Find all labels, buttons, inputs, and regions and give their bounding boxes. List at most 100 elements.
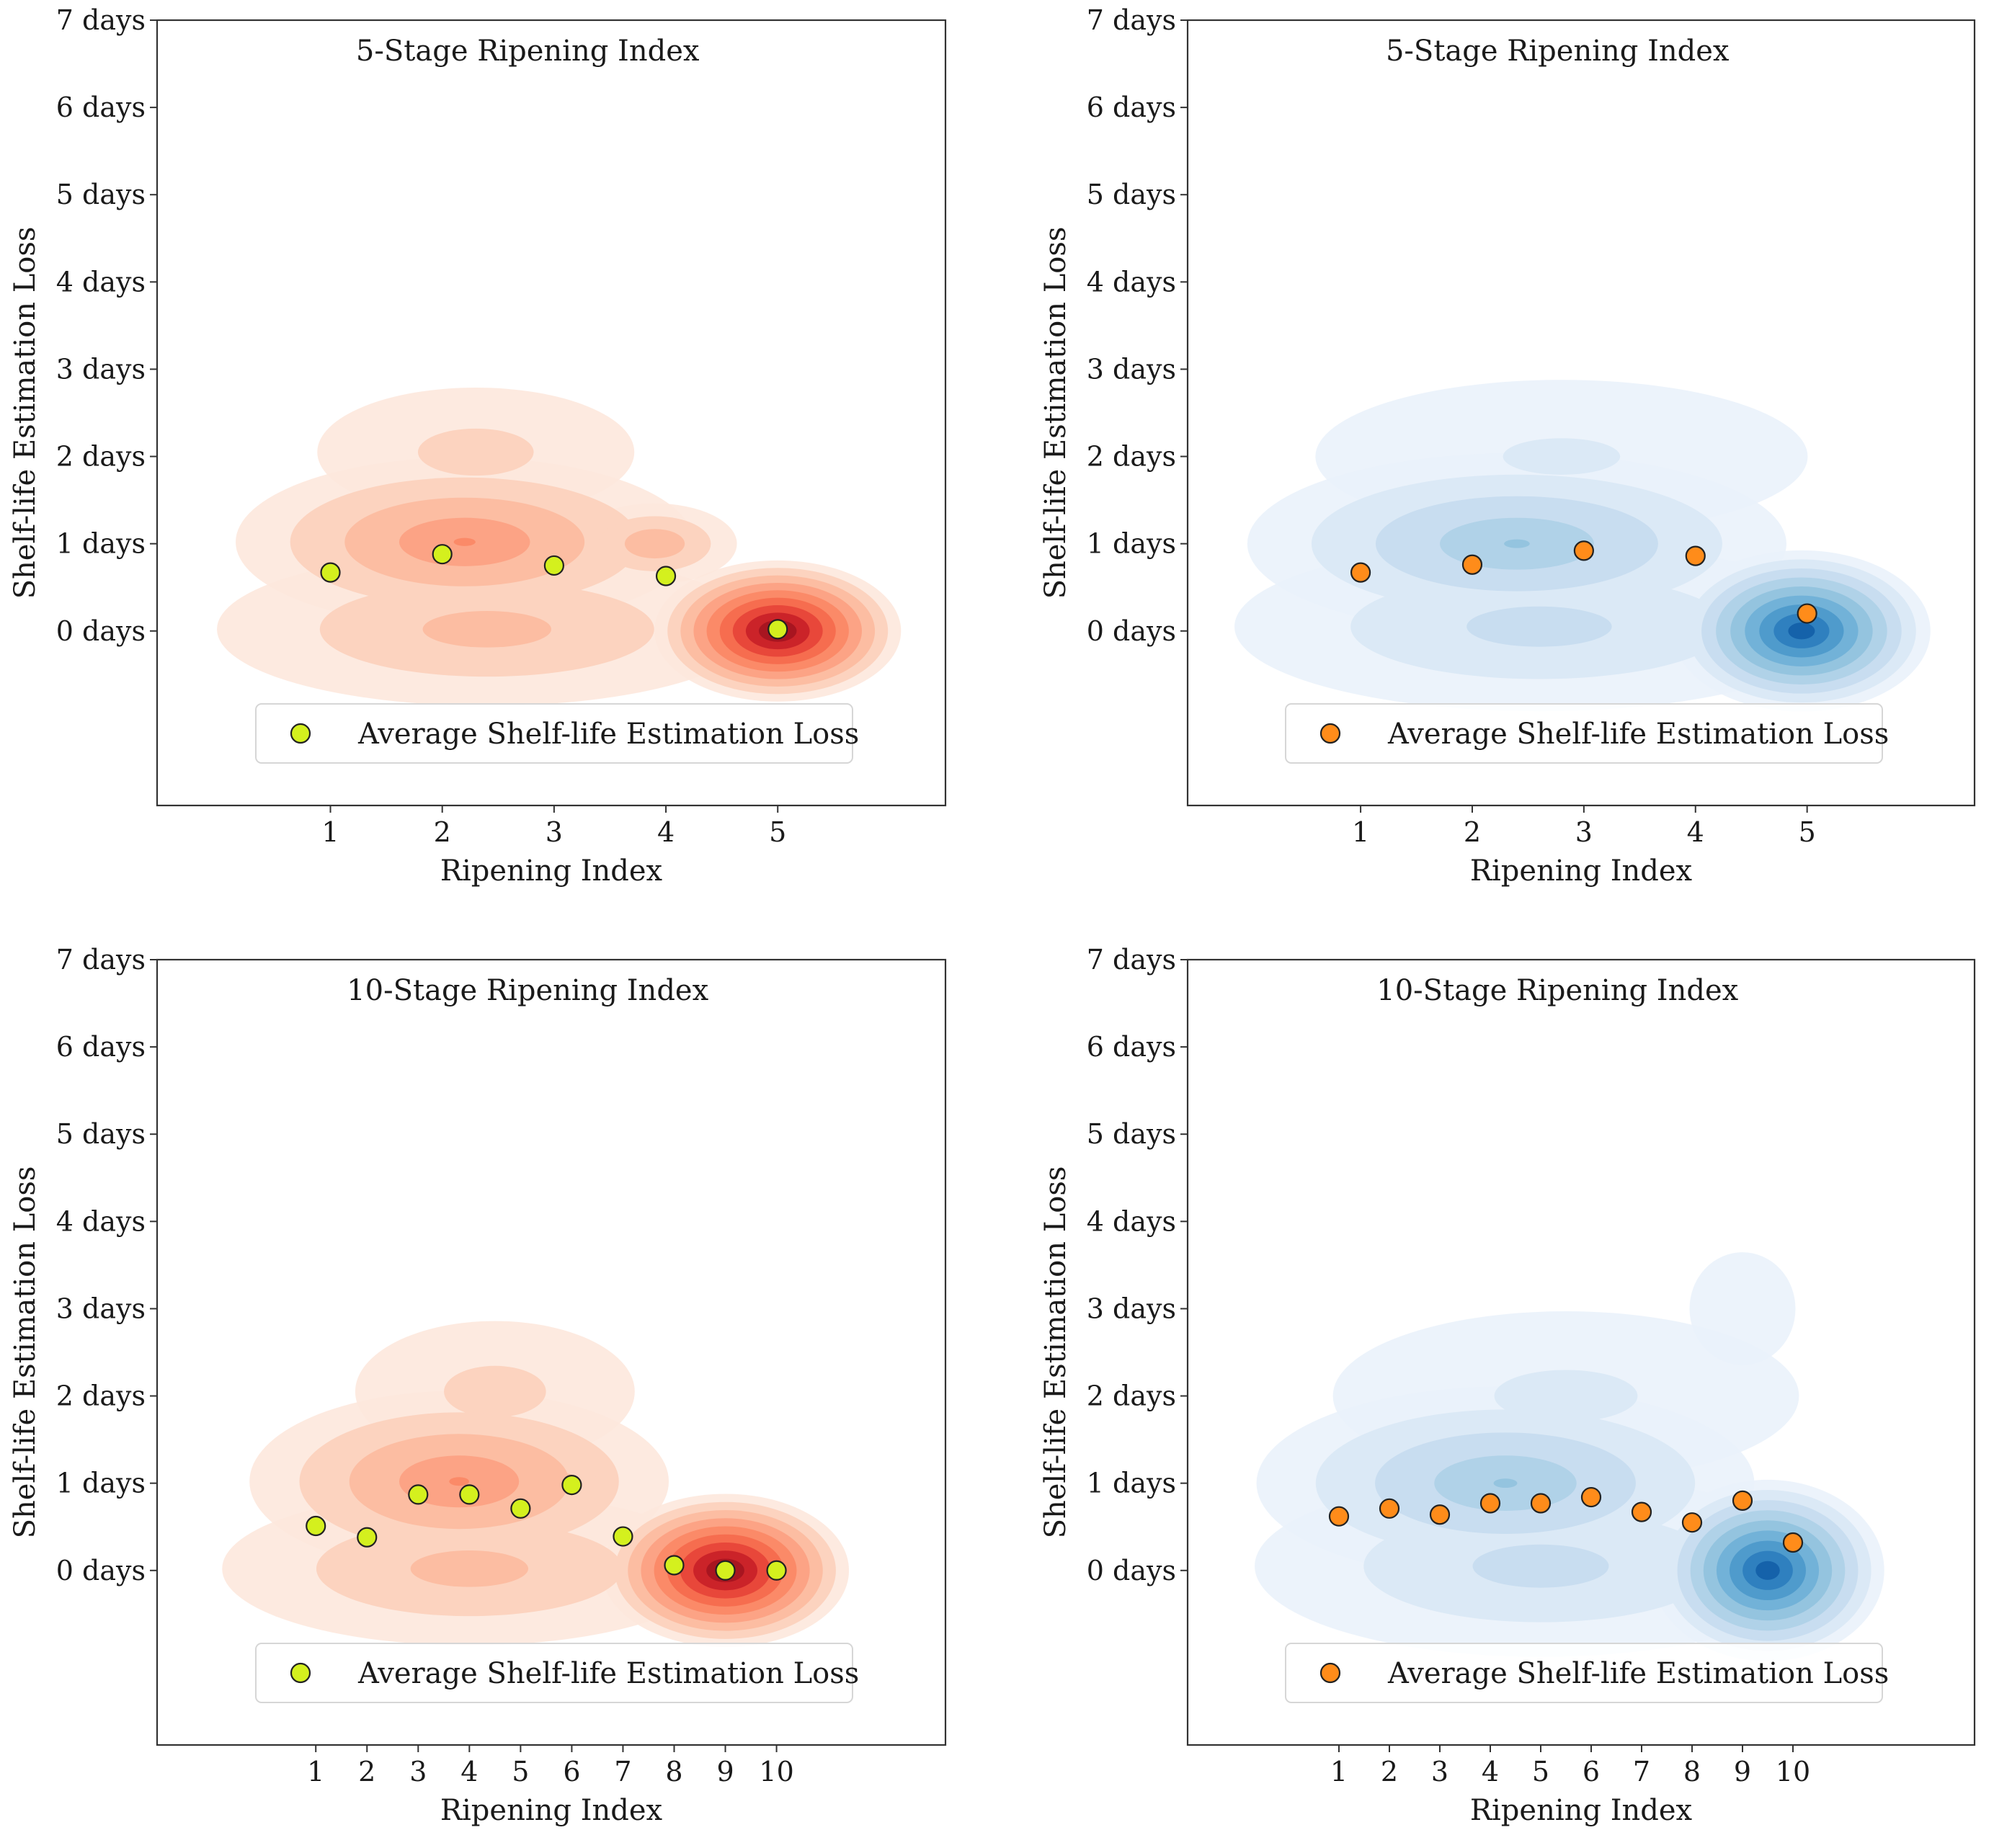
y-tick-label: 2 days — [56, 1380, 146, 1412]
x-tick-label: 1 — [1330, 1756, 1348, 1787]
y-tick-label: 6 days — [56, 91, 146, 123]
x-tick-label: 6 — [1583, 1756, 1600, 1787]
x-tick-label: 5 — [769, 816, 786, 848]
x-tick-label: 8 — [665, 1756, 682, 1787]
y-tick-label: 7 days — [1087, 944, 1176, 976]
data-point — [1631, 1501, 1652, 1522]
density-level-2-blob-2 — [624, 529, 685, 559]
y-tick-label: 3 days — [1087, 353, 1176, 385]
plot-frame — [1186, 19, 1976, 807]
density-level-8-blob-4 — [1788, 622, 1815, 640]
data-point — [715, 1560, 736, 1581]
y-axis: 0 days 1 days 2 days 3 days 4 days 5 days 6 da… — [1087, 4, 1188, 647]
x-tick-label: 10 — [759, 1756, 793, 1787]
data-point — [664, 1555, 685, 1576]
y-tick-label: 6 days — [56, 1031, 146, 1063]
legend-box — [255, 1643, 853, 1703]
legend-label: Average Shelf-life Estimation Loss — [1387, 718, 1889, 751]
data-point — [561, 1474, 582, 1496]
x-tick-label: 1 — [307, 1756, 324, 1787]
data-point — [1685, 545, 1706, 566]
y-tick-label: 4 days — [56, 1205, 146, 1237]
y-tick-label: 2 days — [1087, 1380, 1176, 1412]
panel-title: 5-Stage Ripening Index — [356, 35, 700, 68]
legend-marker — [1319, 723, 1341, 744]
data-point — [320, 562, 341, 583]
density-level-4-blob-1 — [1504, 539, 1530, 548]
y-tick-label: 7 days — [1087, 4, 1176, 36]
density-level-4-blob-2 — [1493, 1478, 1518, 1488]
data-point — [432, 544, 453, 565]
panel-bottom-right: 0 days 1 days 2 days 3 days 4 days 5 days 6 da… — [1039, 944, 1976, 1827]
y-tick-label: 4 days — [1087, 266, 1176, 298]
panel-top-left: 0 days 1 days 2 days 3 days 4 days 5 days 6 da… — [9, 4, 947, 888]
x-tick-label: 4 — [460, 1756, 478, 1787]
data-point — [1681, 1512, 1703, 1533]
density-level-2-blob-3 — [422, 611, 552, 648]
density-level-8-blob-4 — [1755, 1561, 1780, 1580]
x-tick-label: 2 — [1381, 1756, 1398, 1787]
data-point — [1797, 603, 1817, 624]
density-level-2-blob-3 — [1466, 606, 1612, 647]
x-tick-label: 7 — [614, 1756, 631, 1787]
density-level-1-blob-0 — [444, 1365, 546, 1418]
y-axis-label: Shelf-life Estimation Loss — [1039, 227, 1072, 599]
legend: Average Shelf-life Estimation Loss — [1285, 1643, 1889, 1703]
x-axis: 1 2 3 4 5 — [1352, 805, 1816, 848]
data-point — [613, 1526, 633, 1547]
y-tick-label: 1 days — [56, 528, 146, 560]
x-axis-label: Ripening Index — [440, 854, 663, 888]
x-tick-label: 8 — [1683, 1756, 1701, 1787]
data-point — [408, 1484, 429, 1505]
x-axis-label: Ripening Index — [440, 1794, 663, 1827]
x-tick-label: 10 — [1776, 1756, 1810, 1787]
x-axis-label: Ripening Index — [1470, 854, 1693, 888]
legend-label: Average Shelf-life Estimation Loss — [357, 718, 859, 751]
y-tick-label: 5 days — [1087, 1118, 1176, 1150]
y-tick-label: 2 days — [56, 441, 146, 473]
y-tick-label: 0 days — [1087, 1555, 1176, 1586]
data-point — [1379, 1498, 1400, 1519]
panel-bottom-left: 0 days 1 days 2 days 3 days 4 days 5 days 6 da… — [9, 944, 947, 1827]
y-tick-label: 5 days — [56, 179, 146, 210]
y-axis-label: Shelf-life Estimation Loss — [9, 227, 42, 599]
y-tick-label: 6 days — [1087, 91, 1176, 123]
data-point — [1429, 1504, 1451, 1525]
density-level-2-blob-3 — [410, 1550, 529, 1587]
y-tick-label: 3 days — [1087, 1293, 1176, 1324]
plot-frame — [156, 958, 947, 1746]
x-tick-label: 4 — [1687, 816, 1704, 848]
density-contours — [1255, 1252, 1884, 1661]
y-tick-label: 0 days — [56, 1555, 146, 1586]
data-point — [459, 1484, 480, 1505]
data-point — [1580, 1486, 1602, 1508]
y-tick-label: 0 days — [56, 615, 146, 647]
x-tick-label: 7 — [1633, 1756, 1650, 1787]
data-point — [1328, 1506, 1350, 1527]
y-tick-label: 0 days — [1087, 615, 1176, 647]
y-tick-label: 7 days — [56, 944, 146, 976]
x-tick-label: 3 — [1431, 1756, 1448, 1787]
data-point — [1479, 1493, 1501, 1514]
x-tick-label: 5 — [1532, 1756, 1549, 1787]
plot-frame — [156, 19, 947, 807]
x-tick-label: 9 — [716, 1756, 734, 1787]
x-axis: 1 2 3 4 5 6 7 8 9 10 — [1330, 1745, 1810, 1787]
y-tick-label: 1 days — [56, 1468, 146, 1499]
density-contours — [1234, 380, 1931, 712]
legend: Average Shelf-life Estimation Loss — [255, 703, 859, 764]
y-tick-label: 7 days — [56, 4, 146, 36]
x-tick-label: 1 — [321, 816, 339, 848]
legend-marker — [290, 1662, 311, 1684]
scatter-series — [1350, 540, 1817, 624]
scatter-series — [320, 544, 788, 640]
legend-box — [255, 703, 853, 764]
legend-box — [1285, 703, 1883, 764]
x-tick-label: 2 — [434, 816, 451, 848]
x-tick-label: 6 — [563, 1756, 580, 1787]
data-point — [1732, 1490, 1753, 1511]
x-tick-label: 9 — [1734, 1756, 1751, 1787]
density-level-4-blob-1 — [453, 537, 476, 546]
panel-title: 10-Stage Ripening Index — [1376, 974, 1738, 1007]
